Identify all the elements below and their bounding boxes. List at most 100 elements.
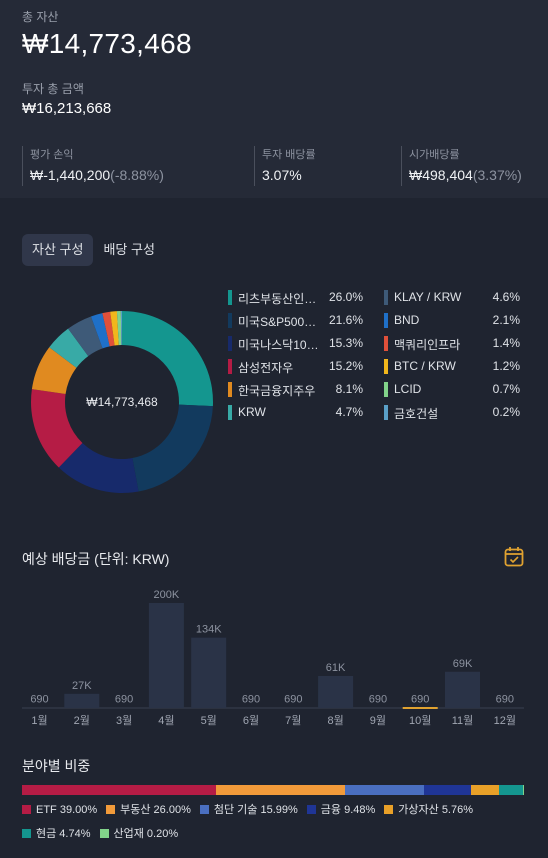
investment-total-label: 투자 총 금액	[22, 82, 84, 96]
metric-label: 시가배당률	[409, 149, 460, 161]
legend-name: 삼성전자우	[238, 361, 294, 375]
sector-legend: ETF 39.00% 부동산 26.00% 첨단 기술 15.99% 금융 9.48%…	[22, 801, 532, 849]
sector-segment-현금	[499, 785, 523, 795]
asset-donut-chart: ₩14,773,468	[30, 311, 213, 493]
bar-value-label: 690	[496, 694, 514, 706]
sector-title: 분야별 비중	[22, 758, 91, 774]
legend-percent: 21.6%	[328, 313, 363, 327]
dividend-bar-11월[interactable]	[445, 671, 480, 708]
metric-value: 3.07%	[262, 167, 316, 183]
bar-month-label: 1월	[31, 714, 47, 727]
sector-legend-swatch	[22, 805, 31, 814]
legend-item: 맥쿼리인프라 1.4%	[384, 334, 520, 354]
total-asset-label: 총 자산	[22, 10, 59, 24]
sector-legend-label: 부동산 26.00%	[120, 804, 191, 816]
metric-sub-value: (3.37%)	[472, 167, 522, 183]
legend-item: KLAY / KRW 4.6%	[384, 288, 520, 308]
legend-name: 리츠부동산인…	[238, 292, 317, 306]
sector-legend-swatch	[22, 829, 31, 838]
legend-swatch	[228, 336, 232, 351]
legend-percent: 15.2%	[328, 359, 363, 373]
sector-legend-label: 첨단 기술 15.99%	[213, 804, 298, 816]
legend-swatch	[228, 405, 232, 420]
legend-name: 맥쿼리인프라	[394, 338, 461, 352]
legend-name: 한국금융지주우	[238, 384, 316, 398]
donut-slice-11	[120, 311, 122, 346]
legend-percent: 4.7%	[335, 405, 363, 419]
legend-name: BTC / KRW	[394, 359, 456, 373]
dividend-bar-8월[interactable]	[318, 675, 354, 708]
legend-swatch	[228, 313, 232, 328]
metric-market-dividend: 시가배당률 ₩498,404(3.37%)	[401, 146, 522, 186]
bar-month-label: 8월	[327, 714, 343, 727]
donut-center-label: ₩14,773,468	[86, 395, 158, 409]
legend-name: KLAY / KRW	[394, 290, 462, 304]
sector-legend-label: 금융 9.48%	[320, 804, 376, 816]
asset-summary-card: 총 자산 ₩14,773,468 투자 총 금액 ₩16,213,668 평가 …	[0, 0, 548, 198]
legend-swatch	[228, 290, 232, 305]
bar-month-label: 3월	[116, 714, 132, 727]
donut-slice-3	[30, 389, 83, 468]
metric-sub-value: (-8.88%)	[110, 167, 164, 183]
legend-swatch	[384, 313, 388, 328]
metric-profit-loss: 평가 손익 ₩-1,440,200(-8.88%)	[22, 146, 164, 186]
sector-legend-item: 현금 4.74%	[22, 825, 91, 841]
metric-value: ₩498,404(3.37%)	[409, 167, 522, 183]
legend-name: 미국나스닥100…	[238, 338, 320, 352]
metric-dividend-rate: 투자 배당률 3.07%	[254, 146, 316, 186]
legend-swatch	[228, 359, 232, 374]
donut-slice-5	[49, 328, 89, 368]
sector-legend-item: 부동산 26.00%	[106, 801, 191, 817]
sector-segment-첨단 기술	[344, 785, 424, 795]
metric-value: ₩-1,440,200(-8.88%)	[30, 167, 164, 183]
legend-swatch	[384, 290, 388, 305]
legend-percent: 8.1%	[335, 382, 363, 396]
legend-name: 미국S&P500(…	[238, 315, 320, 329]
sector-stacked-bar	[22, 785, 524, 795]
legend-swatch	[228, 382, 232, 397]
sector-segment-부동산	[215, 785, 345, 795]
legend-item: 리츠부동산인… 26.0%	[228, 288, 363, 308]
sector-legend-swatch	[99, 829, 109, 838]
sector-legend-item: 금융 9.48%	[306, 801, 376, 817]
total-asset-value: ₩14,773,468	[22, 28, 192, 59]
legend-name: LCID	[394, 382, 422, 396]
sector-legend-label: 현금 4.74%	[36, 828, 91, 840]
sector-legend-swatch	[306, 805, 316, 814]
legend-percent: 15.3%	[328, 336, 363, 350]
bar-value-label: 61K	[326, 662, 346, 674]
legend-name: 금호건설	[394, 407, 439, 421]
dividend-bar-chart: 690 1월 27K 2월 690 3월 200K 4월 134K 5월 690 6월 690 7월 61K…	[22, 589, 524, 727]
legend-item: KRW 4.7%	[228, 403, 363, 423]
bar-value-label: 690	[115, 694, 133, 706]
metric-main-value: 3.07%	[262, 167, 302, 183]
bar-month-label: 7월	[285, 714, 301, 727]
dividend-bar-2월[interactable]	[64, 693, 100, 708]
sector-legend-item: 산업재 0.20%	[99, 825, 178, 841]
tab-asset-composition[interactable]: 자산 구성	[22, 234, 94, 266]
bar-month-label: 6월	[243, 714, 259, 727]
bar-month-label: 9월	[370, 714, 386, 727]
legend-swatch	[384, 336, 388, 351]
bar-month-label: 10월	[409, 714, 431, 727]
donut-slice-4	[31, 347, 77, 394]
sector-legend-swatch	[106, 805, 116, 814]
donut-slice-2	[58, 443, 139, 493]
legend-swatch	[384, 405, 388, 420]
sector-legend-item: ETF 39.00%	[22, 804, 97, 816]
bar-month-label: 4월	[158, 714, 174, 727]
dividend-chart-title: 예상 배당금 (단위: KRW)	[22, 551, 170, 567]
metric-main-value: ₩498,404	[409, 167, 473, 183]
bar-value-label: 134K	[196, 624, 222, 636]
calendar-icon[interactable]	[504, 546, 524, 568]
dividend-bar-4월[interactable]	[148, 603, 184, 708]
legend-percent: 1.4%	[492, 336, 520, 350]
legend-item: 삼성전자우 15.2%	[228, 357, 363, 377]
legend-name: BND	[394, 313, 420, 327]
sector-legend-swatch	[384, 805, 394, 814]
tab-dividend-composition[interactable]: 배당 구성	[103, 242, 155, 257]
legend-percent: 4.6%	[492, 290, 520, 304]
dividend-bar-5월[interactable]	[191, 637, 227, 708]
metric-label: 투자 배당률	[262, 149, 316, 161]
sector-legend-swatch	[199, 805, 209, 814]
